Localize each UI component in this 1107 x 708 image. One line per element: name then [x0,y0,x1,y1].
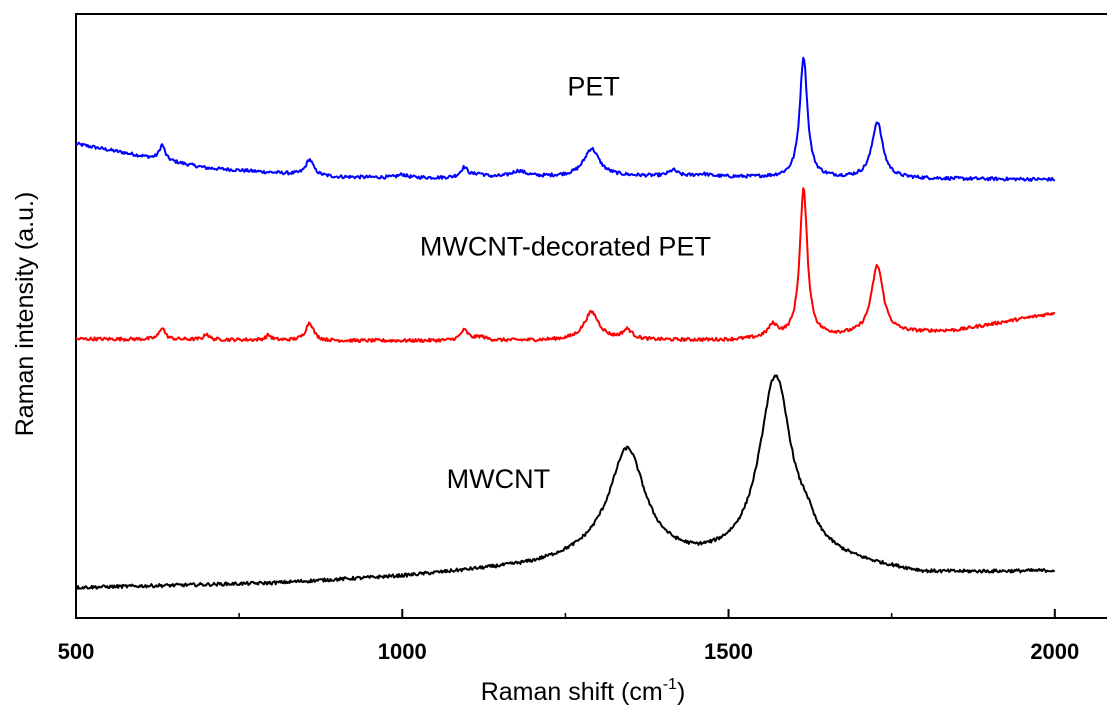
series-group [75,56,1056,590]
series-label-mwcnt-decorated-pet: MWCNT-decorated PET [420,232,711,262]
series-annotations: PET MWCNT-decorated PET MWCNT [420,72,711,495]
y-axis-title: Raman intensity (a.u.) [11,192,39,437]
x-tick-label-500: 500 [58,639,95,664]
axes-frame [75,13,1107,619]
plot-frame [75,13,1107,619]
x-axis-ticks [75,609,1056,618]
x-axis-title-main: Raman shift (cm [481,678,663,706]
series-label-mwcnt: MWCNT [447,464,550,494]
series-line-mwcnt [75,374,1055,590]
series-line-pet [75,56,1056,182]
series-line-mwcnt-decorated-pet [75,187,1056,344]
x-axis-title: Raman shift (cm-1) [481,676,686,706]
x-tick-label-1500: 1500 [704,639,753,664]
x-axis-tick-labels: 500 1000 1500 2000 [58,639,1080,664]
x-tick-label-2000: 2000 [1030,639,1079,664]
series-label-pet: PET [567,72,620,102]
x-axis-title-suffix: ) [677,678,685,706]
x-tick-label-1000: 1000 [378,639,427,664]
x-axis-title-superscript: -1 [663,676,677,693]
